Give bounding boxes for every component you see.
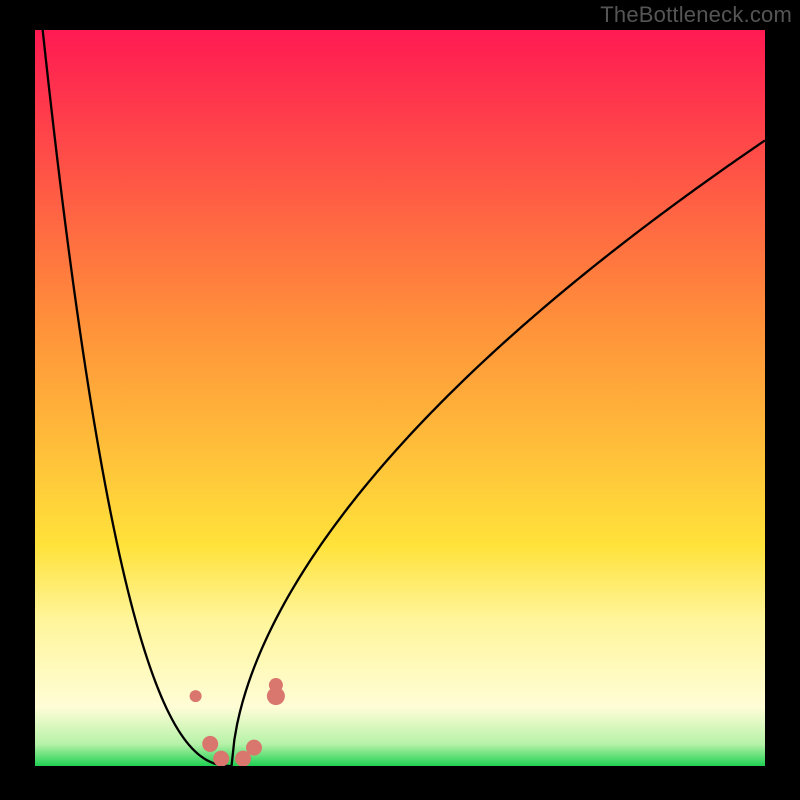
chart-stage: TheBottleneck.com <box>0 0 800 800</box>
chart-svg <box>0 0 800 800</box>
data-marker <box>190 690 202 702</box>
data-marker <box>202 736 218 752</box>
data-marker <box>246 740 262 756</box>
plot-area <box>35 30 765 766</box>
watermark-text: TheBottleneck.com <box>600 2 792 28</box>
data-marker <box>269 678 283 692</box>
data-marker <box>213 751 229 767</box>
